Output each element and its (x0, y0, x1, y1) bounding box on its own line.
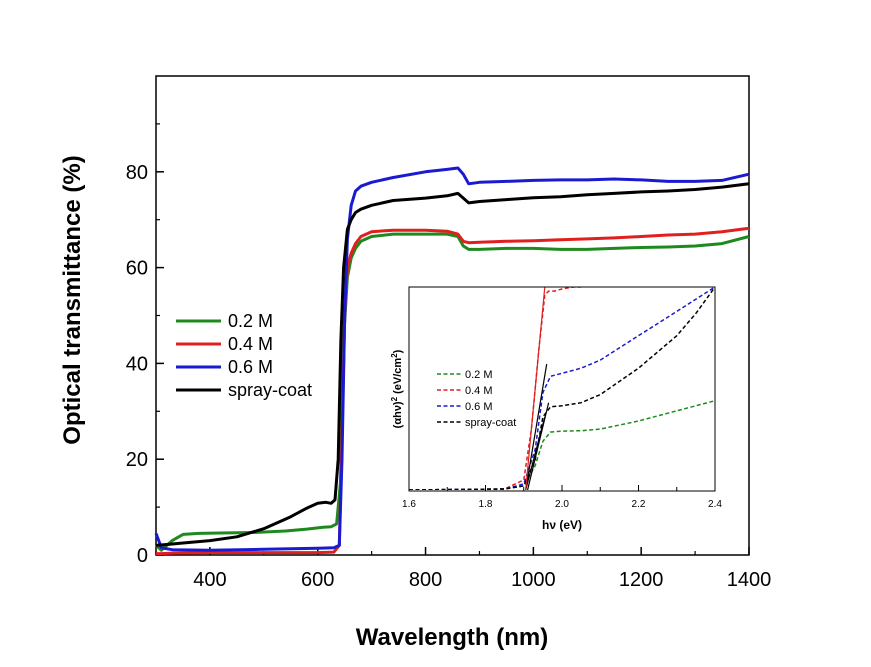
main-y-tick-label: 20 (126, 449, 148, 471)
inset-legend-label: 0.6 M (465, 401, 493, 413)
main-legend-label: 0.2 M (228, 311, 273, 331)
main-x-axis: 400 600 800 1000 1200 1400 (155, 547, 772, 591)
main-series-line (154, 166, 750, 552)
inset-legend-label: spray-coat (465, 417, 516, 429)
main-y-tick-label: 40 (126, 353, 148, 375)
main-x-tick-label: 1000 (511, 569, 556, 591)
main-chart: 400 600 800 1000 1200 1400 0 20 40 60 80 Waveleng… (59, 75, 772, 651)
inset-background (409, 287, 715, 491)
inset-y-title-sup: 2 (390, 396, 399, 401)
inset-y-axis-title: (αhν)2 (eV/cm2) (390, 349, 405, 428)
main-x-tick-label: 400 (193, 569, 226, 591)
inset-series-line (409, 287, 715, 490)
main-legend-label: spray-coat (228, 380, 312, 400)
inset-x-tick-label: 1.6 (402, 499, 416, 510)
inset-x-tick-label: 2.0 (555, 499, 569, 510)
main-legend-label: 0.4 M (228, 334, 273, 354)
inset-x-tick-label: 2.4 (708, 499, 722, 510)
main-y-tick-label: 0 (137, 545, 148, 567)
inset-y-title-unit: (eV/cm (392, 358, 404, 397)
inset-y-title-main: (αhν) (392, 401, 404, 428)
inset-series-line (409, 287, 582, 490)
inset-x-axis: 1.6 1.8 2.0 2.2 2.4 (402, 485, 722, 510)
main-x-tick-label: 1400 (727, 569, 772, 591)
inset-legend: 0.2 M 0.4 M 0.6 M spray-coat (437, 369, 516, 429)
inset-series-line (409, 287, 715, 490)
inset-tangent-line (525, 416, 546, 490)
main-y-tick-label: 60 (126, 258, 148, 280)
inset-legend-label: 0.2 M (465, 369, 493, 381)
inset-tangent-line (526, 402, 550, 490)
main-series-line (155, 182, 750, 547)
inset-legend-label: 0.4 M (465, 385, 493, 397)
main-y-tick-label: 80 (126, 162, 148, 184)
inset-y-title-unit-sup: 2 (390, 353, 399, 358)
main-x-tick-label: 800 (409, 569, 442, 591)
inset-x-tick-label: 2.2 (632, 499, 646, 510)
main-y-axis: 0 20 40 60 80 (126, 123, 164, 567)
main-legend: 0.2 M 0.4 M 0.6 M spray-coat (176, 311, 312, 400)
main-series-line (156, 226, 750, 556)
inset-chart: 1.6 1.8 2.0 2.2 2.4 hν (eV) (αhν)2 (eV/cm2) … (390, 286, 722, 532)
main-x-axis-title: Wavelength (nm) (356, 624, 548, 651)
inset-series-group (409, 287, 715, 490)
main-legend-label: 0.6 M (228, 357, 273, 377)
inset-tangent-line (525, 364, 548, 490)
inset-x-tick-label: 1.8 (479, 499, 493, 510)
main-x-tick-label: 600 (301, 569, 334, 591)
main-x-tick-label: 1200 (619, 569, 664, 591)
main-y-axis-title: Optical transmittance (%) (59, 155, 86, 444)
inset-y-title-end: ) (392, 349, 404, 353)
inset-tangent-line (525, 287, 546, 490)
inset-x-axis-title: hν (eV) (542, 518, 582, 532)
main-series-group (154, 166, 750, 556)
